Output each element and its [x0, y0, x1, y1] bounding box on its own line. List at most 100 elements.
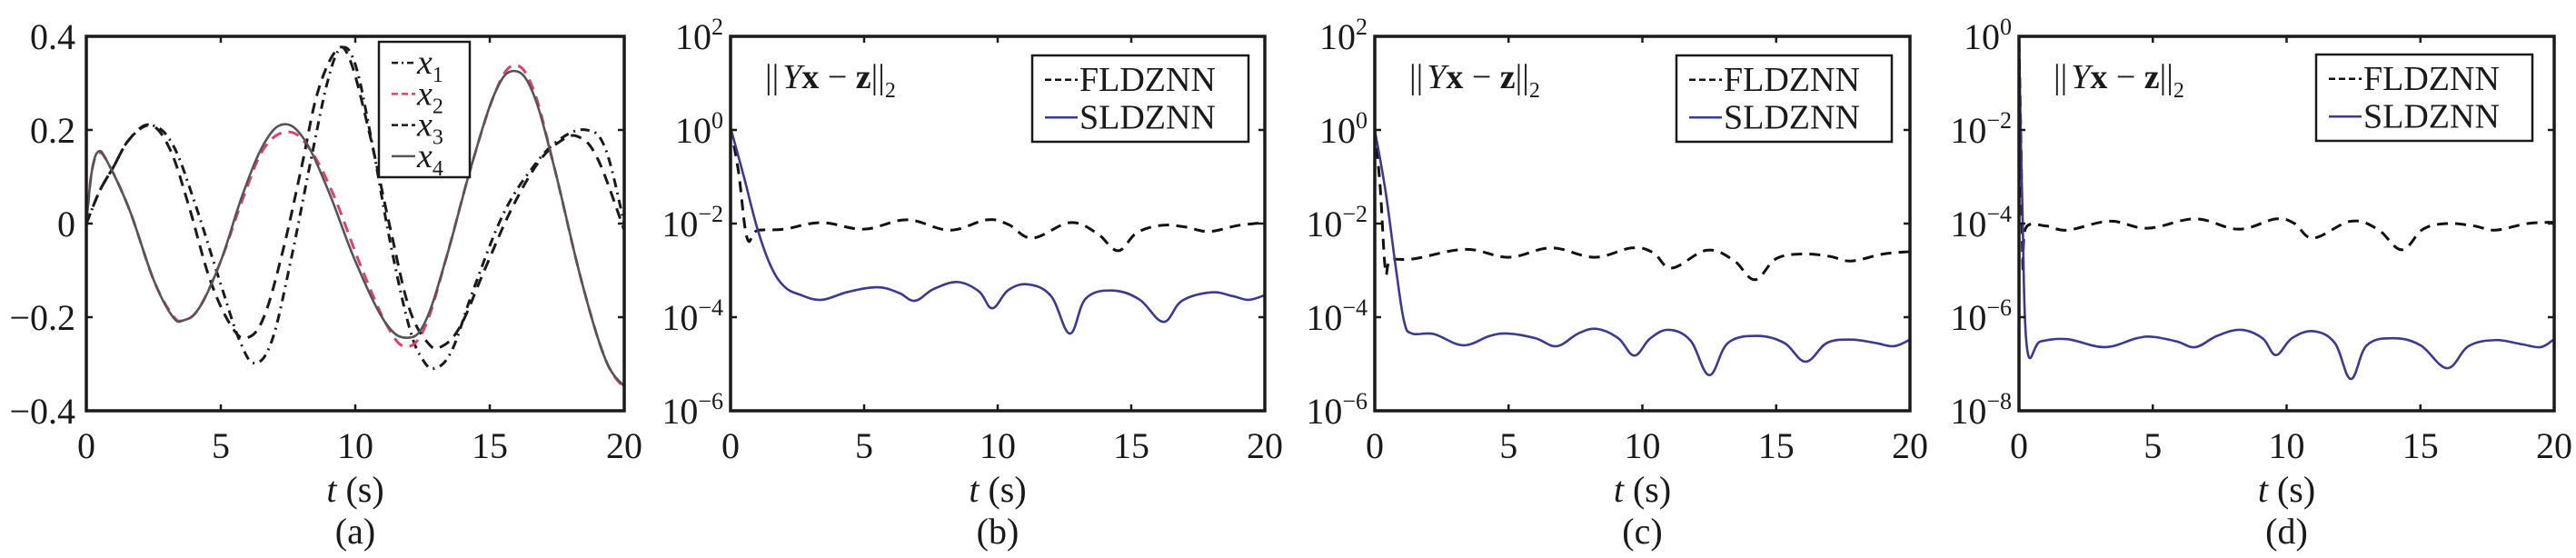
series-line-fldznn — [1375, 129, 1910, 282]
y-tick-label: 0.4 — [30, 16, 75, 57]
y-tick-label: 10−2 — [1306, 201, 1368, 244]
x-tick-label: 10 — [2269, 425, 2305, 466]
y-tick-exponent: 2 — [1356, 14, 1368, 40]
y-tick-label: −0.4 — [9, 391, 75, 432]
y-tick-label: 0.2 — [30, 110, 75, 151]
legend-label-x4: x4 — [416, 137, 443, 181]
legend-name: FLDZNN — [2363, 60, 2500, 98]
y-tick-exponent: −2 — [1986, 107, 2012, 134]
y-tick-base: 10 — [1950, 204, 1986, 244]
x-tick-label: 10 — [1625, 425, 1661, 466]
x-axis-label: t (s) — [969, 469, 1026, 510]
x-tick-label: 0 — [2010, 425, 2028, 466]
y-tick-base: 10 — [1319, 16, 1356, 57]
series-group — [2019, 41, 2554, 381]
x-tick-label: 10 — [337, 425, 373, 466]
y-tick-exponent: −6 — [1342, 388, 1368, 414]
series-line-x3 — [86, 45, 624, 351]
y-tick-label: −0.2 — [9, 297, 75, 338]
x-axis-label-unit: (s) — [336, 469, 383, 510]
norm-bar-right: || — [2160, 58, 2173, 96]
legend-sub: 2 — [433, 95, 443, 118]
series-line-x4 — [86, 69, 624, 388]
series-line-sldznn — [2019, 41, 2554, 381]
y-tick-label: 100 — [1319, 107, 1368, 151]
x-axis-label-var: t — [2258, 469, 2269, 510]
series-line-sldznn — [1375, 129, 1910, 377]
matrix-symbol: Y — [782, 58, 805, 96]
y-tick-exponent: 0 — [1356, 107, 1368, 134]
legend-label-fldznn: FLDZNN — [1724, 61, 1860, 99]
series-line-fldznn — [731, 127, 1265, 253]
y-tick-base: 10 — [1950, 391, 1986, 432]
y-tick-label: 10−8 — [1950, 388, 2012, 432]
x-tick-label: 15 — [2402, 425, 2439, 466]
y-tick-exponent: −4 — [698, 294, 723, 321]
norm-subscript: 2 — [1529, 79, 1540, 103]
x-tick-label: 15 — [1113, 425, 1149, 466]
vector-x-symbol: x — [801, 58, 819, 96]
y-tick-base: 10 — [1950, 297, 1986, 338]
legend-name: FLDZNN — [1079, 61, 1216, 99]
x-tick-label: 0 — [1366, 425, 1384, 466]
legend-label-fldznn: FLDZNN — [1079, 61, 1216, 99]
y-tick-label: 102 — [1319, 14, 1368, 57]
y-tick-base: 10 — [1306, 391, 1342, 432]
y-tick-label: 10−6 — [661, 388, 723, 432]
panel-caption: (a) — [335, 511, 375, 552]
vector-x-symbol: x — [2090, 58, 2107, 96]
y-tick-label: 10−4 — [1950, 201, 2012, 244]
norm-bar-right: || — [1516, 58, 1529, 96]
norm-bar-left: || — [765, 58, 779, 96]
vector-z-symbol: z — [856, 58, 871, 96]
y-tick-exponent: 0 — [2000, 14, 2012, 40]
matrix-symbol: Y — [2071, 58, 2094, 96]
axes-frame — [85, 35, 626, 413]
legend-sub: 4 — [433, 157, 443, 181]
x-tick-label: 5 — [212, 425, 230, 466]
x-axis-label: t (s) — [1614, 469, 1671, 510]
series-group — [1375, 129, 1910, 377]
residual-norm-annotation: || Yx − z||2 — [765, 58, 896, 103]
series-group — [731, 127, 1265, 335]
norm-bar-left: || — [1409, 58, 1423, 96]
x-tick-label: 0 — [721, 425, 740, 466]
x-tick-label: 20 — [1247, 425, 1283, 466]
panel-caption: (c) — [1622, 511, 1662, 552]
y-tick-label: 10−6 — [1306, 388, 1368, 432]
y-tick-base: 10 — [675, 110, 711, 151]
y-tick-base: 10 — [1306, 204, 1342, 244]
x-axis-label-unit: (s) — [1624, 469, 1671, 510]
y-tick-label: 102 — [675, 14, 723, 57]
series-line-sldznn — [731, 127, 1265, 335]
x-tick-label: 0 — [77, 425, 95, 466]
legend-var: x — [416, 44, 433, 82]
legend-name: SLDZNN — [1079, 98, 1216, 136]
y-tick-label: 10−4 — [661, 294, 723, 338]
x-axis-label-var: t — [969, 469, 980, 510]
norm-subscript: 2 — [885, 79, 896, 103]
legend-label-sldznn: SLDZNN — [1724, 98, 1860, 136]
y-tick-base: 10 — [661, 204, 698, 244]
y-tick-exponent: 0 — [711, 107, 723, 134]
y-tick-exponent: −2 — [698, 201, 723, 227]
x-axis-label-var: t — [1614, 469, 1625, 510]
series-line-fldznn — [2019, 41, 2554, 274]
legend-name: SLDZNN — [1724, 98, 1860, 136]
y-tick-base: 10 — [1964, 16, 2000, 57]
y-tick-label: 100 — [675, 107, 723, 151]
y-tick-base: 10 — [661, 297, 698, 338]
legend-box — [1030, 54, 1250, 144]
legend-name: SLDZNN — [2363, 97, 2500, 135]
y-tick-exponent: −2 — [1342, 201, 1368, 227]
x-tick-label: 10 — [980, 425, 1016, 466]
y-tick-exponent: −4 — [1986, 201, 2012, 227]
y-tick-base: 10 — [661, 391, 698, 432]
